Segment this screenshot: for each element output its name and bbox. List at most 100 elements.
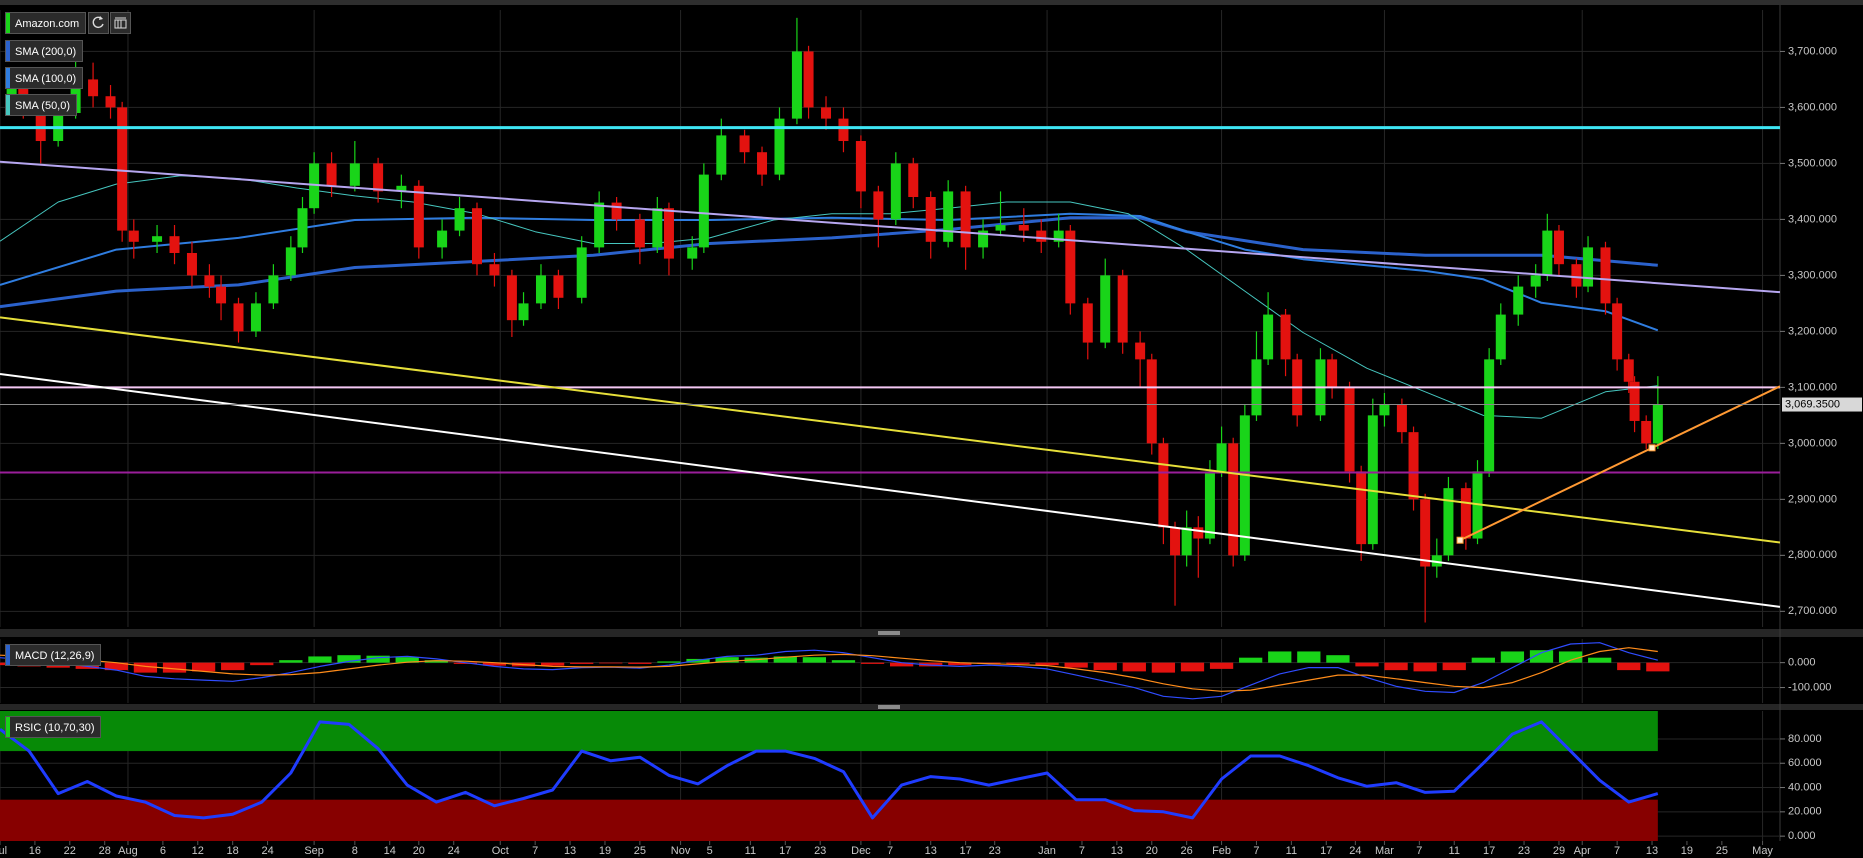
candle-body (611, 202, 622, 220)
candle-body (518, 303, 529, 321)
candle-body (128, 230, 139, 242)
x-tick-label: 17 (779, 845, 791, 857)
macd-histogram-bar (1617, 662, 1641, 671)
candle-body (594, 202, 605, 248)
candle-body (216, 286, 227, 304)
candle-body (803, 51, 814, 108)
settings-button[interactable] (110, 12, 131, 34)
candle-body (1484, 359, 1495, 472)
indicator-name: SMA (100,0) (15, 73, 77, 85)
candle-body (1367, 415, 1378, 545)
x-tick-label: 24 (261, 845, 273, 857)
panel-divider[interactable] (0, 704, 1863, 710)
macd-histogram-bar (395, 657, 419, 663)
candle-body (1146, 359, 1157, 444)
candle-body (1065, 230, 1076, 304)
candle-body (117, 107, 128, 231)
indicator-legend[interactable]: SMA (50,0) (5, 94, 78, 116)
x-tick-label: 11 (1286, 845, 1297, 857)
macd-histogram-bar (1413, 662, 1437, 672)
x-tick-label: 17 (1320, 845, 1332, 857)
indicator-legend[interactable]: SMA (100,0) (5, 67, 84, 89)
candle-body (1641, 420, 1652, 444)
y-tick-label: 2,800.000 (1788, 549, 1837, 561)
symbol-legend[interactable]: Amazon.com (5, 12, 87, 34)
candle-body (535, 275, 546, 304)
candle-body (1170, 527, 1181, 556)
indicator-name: SMA (200,0) (15, 46, 77, 58)
macd-histogram-bar (1355, 662, 1379, 667)
candle-body (285, 247, 296, 276)
x-tick-label: May (1752, 845, 1773, 857)
macd-histogram-bar (1064, 662, 1088, 668)
indicator-name: MACD (12,26,9) (15, 650, 95, 662)
candle-body (506, 275, 517, 321)
macd-histogram-bar (1529, 650, 1554, 663)
x-tick-label: 23 (814, 845, 826, 857)
candle-body (890, 163, 901, 220)
candle-body (297, 208, 308, 248)
x-tick-label: 13 (1646, 845, 1658, 857)
candle-body (1053, 230, 1064, 242)
x-tick-label: 26 (1181, 845, 1193, 857)
candle-body (663, 208, 674, 259)
price-badge (1782, 397, 1862, 412)
candle-body (1513, 286, 1524, 315)
indicator-legend[interactable]: RSIC (10,70,30) (5, 716, 102, 738)
x-tick-label: 17 (959, 845, 971, 857)
macd-line (0, 642, 1658, 700)
x-tick-label: 7 (1416, 845, 1422, 857)
indicator-legend[interactable]: MACD (12,26,9) (5, 644, 102, 666)
macd-histogram-bar (424, 660, 448, 663)
macd-histogram-bar (570, 662, 594, 664)
macd-histogram-bar (890, 662, 914, 667)
divider-handle[interactable] (878, 705, 900, 709)
x-tick-label: 7 (887, 845, 893, 857)
candle-body (1553, 230, 1564, 265)
y-tick-label: 3,500.000 (1788, 157, 1837, 169)
candle-body (1571, 264, 1582, 287)
trend-line (1459, 385, 1780, 542)
indicator-legend[interactable]: SMA (200,0) (5, 40, 84, 62)
candle-body (1542, 230, 1553, 276)
candle-body (1344, 387, 1355, 472)
candle-body (838, 118, 849, 142)
x-tick-label: 23 (989, 845, 1001, 857)
candle-body (855, 141, 866, 192)
y-tick-label: 2,700.000 (1788, 605, 1837, 617)
candle-body (908, 163, 919, 198)
x-tick-label: Sep (304, 845, 324, 857)
symbol-name: Amazon.com (15, 18, 80, 30)
divider-handle[interactable] (878, 631, 900, 635)
candle-body (1379, 404, 1390, 416)
candle-body (791, 51, 802, 119)
macd-histogram-bar (337, 655, 361, 663)
candle-body (757, 152, 768, 175)
macd-histogram-bar (250, 662, 274, 666)
macd-histogram-bar (1588, 657, 1612, 663)
x-tick-label: 18 (227, 845, 239, 857)
candle-body (1612, 303, 1623, 360)
candle-body (1193, 527, 1204, 539)
x-tick-label: 13 (925, 845, 937, 857)
candle-body (204, 275, 215, 287)
x-tick-label: 23 (1518, 845, 1530, 857)
y-tick-label: 3,000.000 (1788, 437, 1837, 449)
x-tick-label: Feb (1212, 845, 1231, 857)
candle-body (1100, 275, 1111, 343)
y-tick-label: 3,600.000 (1788, 101, 1837, 113)
macd-histogram-bar (279, 660, 303, 663)
candle-body (1263, 314, 1274, 360)
panel-divider[interactable] (0, 629, 1863, 637)
macd-histogram-bar (104, 662, 128, 671)
x-tick-label: 17 (1483, 845, 1495, 857)
candle-body (152, 236, 163, 242)
macd-histogram-bar (482, 662, 507, 666)
candle-body (233, 303, 244, 332)
y-tick-label: 3,700.000 (1788, 45, 1837, 57)
macd-histogram-bar (1239, 657, 1263, 663)
refresh-button[interactable] (88, 12, 109, 34)
y-tick-label: -100.000 (1788, 681, 1831, 693)
macd-line (0, 647, 1658, 692)
